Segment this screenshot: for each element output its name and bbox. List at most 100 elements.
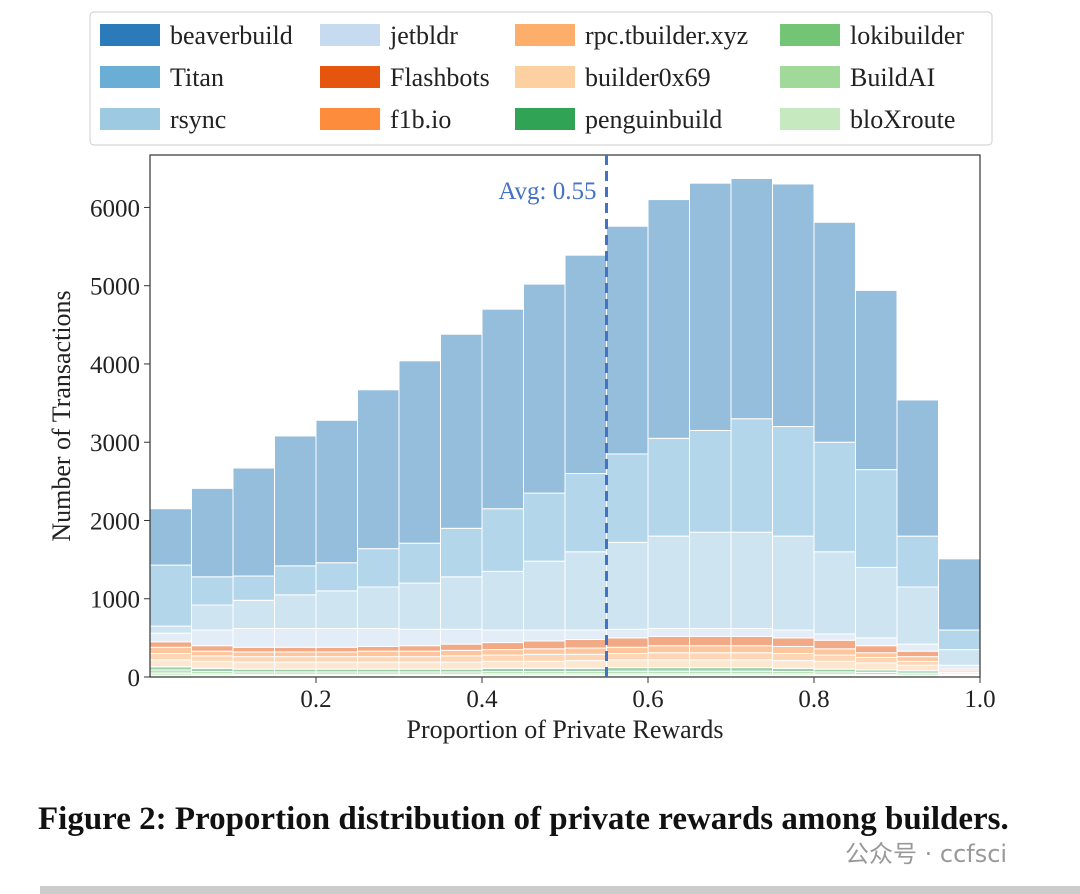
bar [274,435,317,567]
y-tick-label: 0 [128,665,141,692]
bar [606,453,649,543]
bar [813,639,856,650]
y-axis-label: Number of Transactions [47,290,76,541]
bar [896,656,939,662]
legend-label: beaverbuild [170,21,293,50]
bar [606,659,649,669]
bar [232,467,275,577]
bar [440,333,483,529]
bar [523,560,566,631]
bar [647,627,690,637]
bar [772,645,815,655]
bar [191,655,234,662]
legend-swatch [320,66,380,88]
bar [938,629,981,651]
bar [232,599,275,629]
bar [440,527,483,578]
bar [606,667,649,672]
bar [855,469,898,568]
bar [481,570,524,631]
bar [481,649,524,656]
bar [647,199,690,439]
bar [855,637,898,647]
bar [689,652,732,661]
bar [564,660,607,669]
watermark: 公众号 · ccfsci [845,840,1008,868]
y-tick-label: 6000 [90,195,140,222]
bar [232,627,275,648]
bar [855,656,898,664]
legend-label: BuildAI [850,63,935,92]
bar [772,535,815,631]
bar [440,655,483,663]
bar [191,487,234,578]
bar [730,418,773,533]
bar [896,664,939,672]
bar [191,629,234,647]
bar [191,660,234,669]
bar [564,629,607,640]
bar [523,660,566,669]
bar [689,429,732,533]
x-tick-label: 1.0 [964,686,995,713]
bar [440,661,483,670]
bar [938,558,981,631]
bar [440,576,483,630]
bar [772,653,815,662]
bar [896,586,939,645]
bar [481,508,524,572]
legend-label: builder0x69 [585,63,711,92]
legend-label: f1b.io [390,105,451,134]
bar [315,661,358,670]
legend-swatch [100,66,160,88]
bar [398,582,441,630]
bar [564,473,607,553]
caption: Figure 2: Proportion distribution of pri… [38,801,1009,837]
bar [896,535,939,588]
bar [274,661,317,670]
bar [523,640,566,650]
bar [689,182,732,431]
bar [647,652,690,661]
plot-frame [149,154,981,678]
bar [689,645,732,654]
bar [772,629,815,639]
bar [647,535,690,629]
bar [315,651,358,658]
bar [813,654,856,662]
bar [606,225,649,455]
legend-label: lokibuilder [850,21,964,50]
bar [315,590,358,629]
bar [315,656,358,663]
bar [730,177,773,420]
bar [730,659,773,669]
y-tick-label: 2000 [90,508,140,535]
bar [357,645,400,652]
bar [689,531,732,629]
bar [896,650,939,658]
bar [938,649,981,666]
y-tick-label: 1000 [90,587,140,614]
bar [606,653,649,661]
bar [274,656,317,663]
bar [647,667,690,672]
legend-label: penguinbuild [585,105,722,134]
bar [813,551,856,635]
bar [398,542,441,584]
bar [564,653,607,662]
bar [481,660,524,669]
bar [398,656,441,663]
bar [730,645,773,654]
bar [523,283,566,494]
y-tick-label: 5000 [90,274,140,301]
bar [564,638,607,649]
bar [689,635,732,647]
bar [357,661,400,670]
bar [149,646,192,655]
bar [564,254,607,475]
bar [647,437,690,537]
bar [647,635,690,647]
bar [938,664,981,670]
x-tick-label: 0.6 [632,686,663,713]
